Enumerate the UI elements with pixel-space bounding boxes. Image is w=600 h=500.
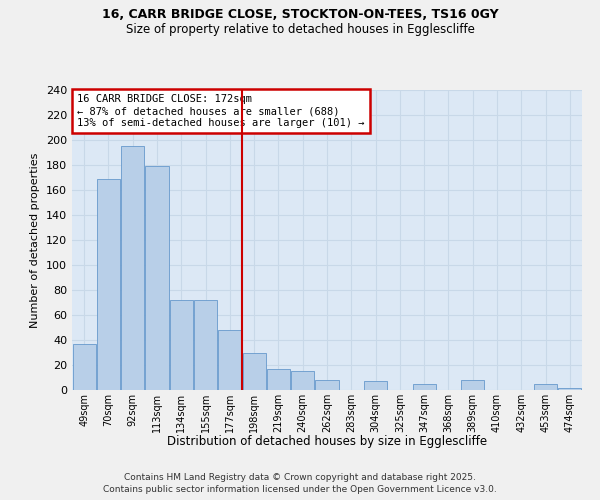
Bar — [121, 146, 144, 390]
Bar — [316, 380, 338, 390]
Bar — [267, 369, 290, 390]
Text: 16, CARR BRIDGE CLOSE, STOCKTON-ON-TEES, TS16 0GY: 16, CARR BRIDGE CLOSE, STOCKTON-ON-TEES,… — [101, 8, 499, 20]
Bar — [145, 166, 169, 390]
Text: 16 CARR BRIDGE CLOSE: 172sqm
← 87% of detached houses are smaller (688)
13% of s: 16 CARR BRIDGE CLOSE: 172sqm ← 87% of de… — [77, 94, 365, 128]
Bar — [364, 381, 387, 390]
Bar — [97, 179, 120, 390]
Bar — [170, 300, 193, 390]
Bar — [534, 384, 557, 390]
Bar — [194, 300, 217, 390]
Bar — [559, 388, 581, 390]
Text: Size of property relative to detached houses in Egglescliffe: Size of property relative to detached ho… — [125, 22, 475, 36]
Bar — [413, 384, 436, 390]
Text: Contains public sector information licensed under the Open Government Licence v3: Contains public sector information licen… — [103, 485, 497, 494]
Y-axis label: Number of detached properties: Number of detached properties — [31, 152, 40, 328]
Bar — [73, 344, 95, 390]
Bar — [291, 371, 314, 390]
Text: Contains HM Land Registry data © Crown copyright and database right 2025.: Contains HM Land Registry data © Crown c… — [124, 472, 476, 482]
Bar — [218, 330, 241, 390]
Bar — [461, 380, 484, 390]
Bar — [242, 352, 266, 390]
Text: Distribution of detached houses by size in Egglescliffe: Distribution of detached houses by size … — [167, 435, 487, 448]
